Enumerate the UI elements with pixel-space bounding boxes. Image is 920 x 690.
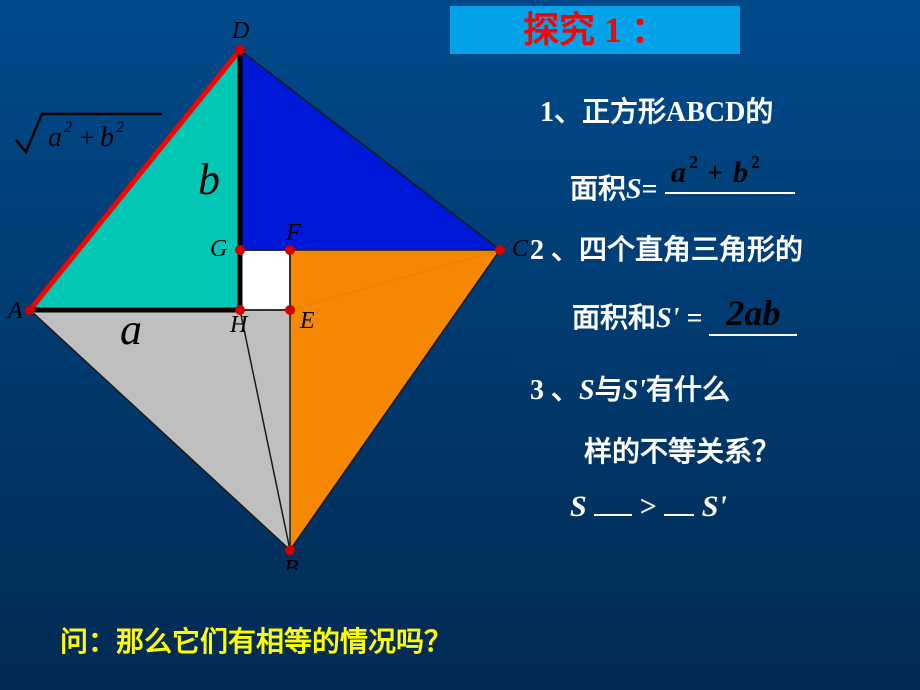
side-a-label: a (120, 304, 142, 355)
svg-text:+: + (78, 123, 96, 152)
q3-left: S (570, 490, 587, 523)
svg-text:a: a (48, 122, 62, 153)
inner-square (240, 250, 290, 310)
svg-text:A: A (6, 298, 23, 324)
q1-prefix: 面积 (570, 174, 626, 205)
q1-eq: = (642, 174, 658, 205)
q2-Sprime: S' (656, 303, 679, 334)
svg-text:2: 2 (64, 119, 72, 136)
q1-formula-icon: a 2 + b 2 (665, 152, 795, 192)
svg-text:F: F (285, 220, 301, 246)
q2-eq: = (679, 303, 702, 334)
svg-text:B: B (284, 556, 299, 570)
title-text: 探究 1 ： (523, 10, 667, 50)
svg-text:G: G (210, 236, 227, 262)
svg-text:2: 2 (751, 152, 760, 172)
slide-root: 探究 1 ： A B C D E F G H a 2 + b 2 a b 1、正方形ABCD的… (0, 0, 920, 690)
q1-S: S (626, 174, 642, 205)
q3-right: S' (702, 490, 727, 523)
q1-line2: 面积S= a 2 + b 2 (570, 156, 795, 207)
q2-line2: 面积和S' = 2ab (572, 294, 797, 338)
svg-text:E: E (299, 308, 315, 334)
q3-blank-left (594, 514, 632, 516)
geometry-diagram: A B C D E F G H (0, 10, 540, 570)
svg-text:b: b (733, 156, 748, 189)
q1-blank: a 2 + b 2 (665, 152, 795, 194)
svg-text:2: 2 (116, 119, 124, 136)
q2-prefix: 面积和 (572, 303, 656, 334)
side-b-label: b (198, 154, 220, 205)
sqrt-icon: a 2 + b 2 (14, 110, 164, 160)
svg-text:H: H (229, 312, 249, 338)
followup-question: 问：那么它们有相等的情况吗？ (60, 620, 452, 660)
q3-line1: 3 、S与S'有什么 (530, 368, 730, 408)
svg-text:C: C (512, 236, 529, 262)
q3-relation: S > S' (570, 490, 727, 524)
q3-blank-right (664, 514, 694, 516)
svg-text:+: + (707, 158, 723, 189)
svg-text:2: 2 (689, 152, 698, 172)
q3-line2: 样的不等关系？ (584, 430, 780, 470)
q1-line1: 1、正方形ABCD的 (540, 90, 773, 130)
svg-text:D: D (231, 18, 249, 44)
q3-op: > (640, 490, 657, 523)
q2-blank: 2ab (709, 292, 797, 336)
hypotenuse-label: a 2 + b 2 (14, 110, 164, 160)
svg-text:a: a (671, 156, 686, 189)
svg-text:b: b (100, 122, 114, 153)
q2-line1: 2 、四个直角三角形的 (530, 228, 803, 268)
